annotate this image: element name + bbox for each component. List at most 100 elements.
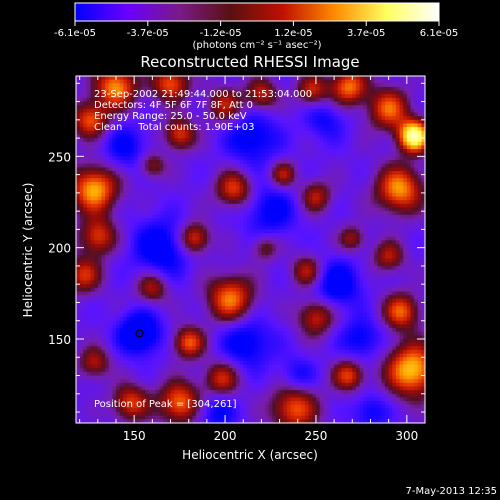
heatmap-cell (152, 251, 157, 256)
heatmap-cell (308, 258, 313, 263)
heatmap-cell (279, 101, 284, 106)
heatmap-cell (410, 192, 415, 197)
heatmap-cell (374, 105, 379, 110)
heatmap-cell (86, 79, 91, 84)
heatmap-cell (294, 163, 299, 168)
heatmap-cell (170, 178, 175, 183)
heatmap-cell (355, 119, 360, 124)
heatmap-cell (134, 229, 139, 234)
heatmap-cell (352, 152, 357, 157)
heatmap-cell (94, 141, 99, 146)
heatmap-cell (174, 254, 179, 260)
heatmap-cell (395, 185, 400, 190)
heatmap-cell (308, 225, 313, 230)
heatmap-cell (417, 119, 422, 124)
heatmap-cell (155, 76, 161, 81)
heatmap-cell (283, 181, 288, 186)
heatmap-cell (174, 94, 179, 99)
heatmap-cell (174, 207, 179, 212)
heatmap-cell (348, 218, 353, 223)
heatmap-cell (370, 167, 375, 172)
heatmap-cell (188, 244, 193, 249)
heatmap-cell (225, 251, 230, 256)
heatmap-cell (195, 214, 201, 219)
heatmap-cell (235, 196, 240, 201)
heatmap-cell (152, 163, 157, 168)
heatmap-cell (297, 229, 302, 234)
heatmap-cell (297, 214, 302, 219)
heatmap-cell (414, 138, 419, 143)
heatmap-cell (337, 254, 342, 260)
heatmap-cell (123, 254, 128, 260)
heatmap-cell (137, 83, 142, 88)
heatmap-cell (268, 86, 273, 92)
heatmap-cell (246, 218, 251, 223)
heatmap-cell (297, 203, 302, 208)
heatmap-cell (301, 123, 306, 128)
heatmap-cell (319, 76, 324, 81)
heatmap-cell (119, 97, 124, 102)
heatmap-cell (301, 236, 306, 241)
heatmap-cell (235, 251, 240, 256)
heatmap-cell (399, 178, 404, 183)
heatmap-cell (257, 76, 262, 81)
heatmap-cell (243, 174, 248, 179)
heatmap-cell (385, 244, 390, 249)
heatmap-cell (217, 174, 222, 179)
heatmap-cell (188, 218, 193, 223)
heatmap-cell (203, 105, 208, 110)
heatmap-cell (155, 123, 161, 128)
heatmap-cell (305, 138, 310, 143)
heatmap-cell (239, 119, 244, 124)
heatmap-cell (254, 163, 259, 168)
heatmap-cell (181, 240, 186, 245)
heatmap-cell (115, 236, 121, 241)
heatmap-cell (388, 149, 393, 154)
heatmap-cell (159, 145, 164, 150)
heatmap-cell (308, 211, 313, 216)
heatmap-cell (254, 116, 259, 121)
heatmap-cell (148, 244, 153, 249)
heatmap-cell (210, 229, 215, 234)
heatmap-cell (370, 105, 375, 110)
heatmap-cell (392, 214, 397, 219)
heatmap-cell (363, 145, 368, 150)
heatmap-cell (417, 218, 422, 223)
heatmap-cell (377, 123, 382, 128)
heatmap-cell (395, 156, 400, 161)
heatmap-cell (181, 79, 186, 84)
heatmap-cell (112, 189, 117, 194)
heatmap-cell (174, 218, 179, 223)
heatmap-cell (130, 76, 135, 81)
heatmap-cell (370, 76, 375, 81)
heatmap-cell (403, 207, 408, 212)
heatmap-cell (94, 211, 99, 216)
heatmap-cell (83, 167, 88, 172)
heatmap-cell (221, 170, 226, 176)
heatmap-cell (112, 203, 117, 208)
heatmap-cell (385, 214, 390, 219)
heatmap-cell (217, 189, 222, 194)
heatmap-cell (315, 189, 320, 194)
heatmap-cell (105, 240, 110, 245)
heatmap-cell (257, 94, 262, 99)
heatmap-cell (374, 145, 379, 150)
heatmap-cell (181, 229, 186, 234)
heatmap-cell (305, 123, 310, 128)
heatmap-cell (137, 233, 142, 238)
heatmap-cell (228, 236, 233, 241)
heatmap-cell (108, 214, 113, 219)
heatmap-cell (250, 192, 255, 197)
heatmap-cell (385, 79, 390, 84)
heatmap-cell (126, 156, 131, 161)
heatmap-cell (170, 101, 175, 106)
heatmap-cell (235, 123, 240, 128)
heatmap-cell (319, 174, 324, 179)
heatmap-cell (199, 244, 204, 249)
heatmap-cell (395, 200, 400, 205)
heatmap-cell (221, 200, 226, 205)
heatmap-cell (83, 181, 88, 186)
heatmap-cell (206, 254, 211, 260)
heatmap-cell (330, 178, 335, 183)
heatmap-cell (123, 244, 128, 249)
